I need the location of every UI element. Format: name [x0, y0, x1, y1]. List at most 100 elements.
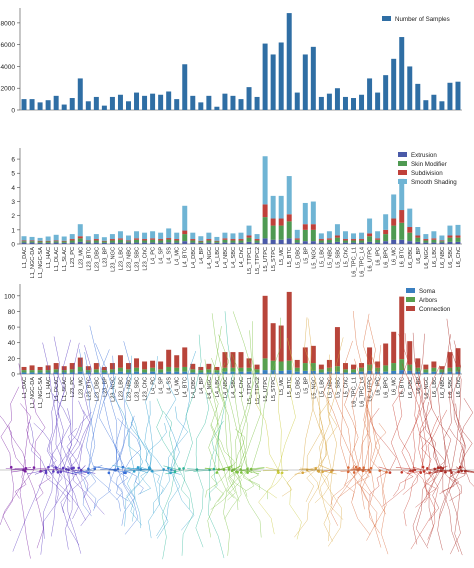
- bar-L6_MC-smooth-shading: [391, 194, 397, 219]
- bar-L4_MC-extrusion: [174, 242, 180, 244]
- soma-marker: [116, 467, 120, 471]
- bar-L6_NGC-arbors: [423, 369, 429, 373]
- axon: [361, 469, 371, 510]
- bar-L4_ChC-subdivision: [238, 239, 244, 241]
- bar-L23_BP-extrusion: [101, 242, 107, 244]
- bar-L6_TPC_L1-number-of-samples: [351, 98, 357, 110]
- axon: [55, 469, 71, 503]
- bar-L1_NGC-DA-subdivision: [29, 240, 35, 242]
- bar-L23_LBC-connection: [117, 355, 123, 368]
- dendrite: [318, 397, 338, 471]
- legend-label: Skin Modifier: [411, 161, 447, 168]
- bar-L6_IPC-skin-modifier: [375, 239, 381, 243]
- bar-L4_ChC-smooth-shading: [238, 232, 244, 240]
- soma-marker: [385, 470, 388, 474]
- soma-marker: [419, 471, 423, 474]
- dendrite: [127, 429, 144, 471]
- basal-branch: [216, 466, 231, 471]
- soma-marker: [301, 471, 305, 475]
- soma-marker: [195, 468, 199, 471]
- bar-L5_ChC-connection: [342, 363, 348, 370]
- dendrite: [398, 333, 424, 471]
- bar-L5_TTPC1-skin-modifier: [246, 237, 252, 242]
- bar-L5_BP-subdivision: [302, 224, 308, 230]
- bar-L1_DAC-subdivision: [21, 240, 27, 242]
- basal-branch: [352, 465, 355, 471]
- bar-L1_HAC-number-of-samples: [45, 100, 51, 110]
- dendrite: [417, 333, 442, 471]
- bar-L1_SLAC-connection: [61, 366, 67, 371]
- axon: [355, 469, 387, 515]
- bar-L23_NGC-arbors: [109, 369, 115, 373]
- axon: [318, 469, 342, 547]
- x-tick-label: L23_BTC: [86, 377, 92, 401]
- x-tick-label: L4_ChC: [239, 247, 245, 268]
- bar-L6_DBC-subdivision: [407, 227, 413, 233]
- dendrite: [145, 422, 167, 471]
- bar-L6_TPC_L4-smooth-shading: [359, 232, 365, 240]
- bar-L5_DBC-subdivision: [294, 238, 300, 240]
- x-tick-label: L5_NBC: [327, 247, 333, 268]
- bar-L23_ChC-arbors: [142, 369, 148, 373]
- bar-L4_DBC-skin-modifier: [190, 240, 196, 243]
- bar-L6_BTC-connection: [399, 296, 405, 360]
- bar-L5_LBC-soma: [318, 372, 324, 374]
- bar-L6_BPC-smooth-shading: [383, 214, 389, 230]
- bar-L4_LBC-skin-modifier: [214, 241, 220, 243]
- bar-L23_ChC-connection: [142, 361, 148, 370]
- bar-L23_SBC-soma: [134, 371, 140, 374]
- bar-L6_UTPC-subdivision: [367, 233, 373, 237]
- axon: [45, 469, 59, 504]
- bar-L23_MC-number-of-samples: [77, 78, 83, 110]
- bar-L4_DBC-subdivision: [190, 239, 196, 241]
- bar-L1_SLAC-arbors: [61, 370, 67, 373]
- bar-L5_MC-arbors: [278, 361, 284, 371]
- bar-L1_DAC-number-of-samples: [21, 99, 27, 110]
- bar-L5_TTPC2-extrusion: [254, 242, 260, 244]
- axon: [108, 469, 125, 509]
- bar-L6_LBC-number-of-samples: [431, 94, 437, 110]
- bar-L6_NGC-connection: [423, 364, 429, 370]
- bar-L5_NGC-extrusion: [310, 241, 316, 244]
- bar-L4_SS-soma: [166, 371, 172, 374]
- bar-L5_ChC-extrusion: [342, 242, 348, 244]
- basal-branch: [251, 467, 265, 471]
- soma-marker: [239, 471, 243, 474]
- axon: [277, 469, 302, 540]
- axon: [170, 469, 195, 531]
- bar-L5_BTC-skin-modifier: [286, 221, 292, 239]
- bar-L6_NGC-number-of-samples: [423, 100, 429, 110]
- dendrite: [195, 392, 210, 471]
- dendrite: [323, 372, 359, 471]
- bar-L23_PC-connection: [69, 363, 75, 370]
- axon: [127, 469, 142, 526]
- bar-L23_BP-smooth-shading: [101, 237, 107, 241]
- x-tick-label: L6_BP: [416, 247, 422, 264]
- bar-L5_SBC-smooth-shading: [334, 224, 340, 236]
- bar-L4_SS-extrusion: [166, 242, 172, 244]
- bar-L1_NGC-SA-soma: [37, 372, 43, 374]
- axon: [351, 469, 371, 535]
- bar-L6_TPC_L4-arbors: [359, 367, 365, 372]
- axon: [402, 469, 419, 495]
- bar-L6_MC-skin-modifier: [391, 225, 397, 240]
- axon: [57, 469, 79, 520]
- bar-L6_LBC-skin-modifier: [431, 239, 437, 243]
- legend-label: Soma: [419, 288, 436, 295]
- x-tick-label: L6_NGC: [424, 377, 430, 399]
- bar-L6_BPC-skin-modifier: [383, 234, 389, 242]
- bar-L4_NBC-soma: [222, 371, 228, 374]
- y-tick-label: 100: [4, 293, 15, 300]
- x-tick-label: L5_BP: [303, 377, 309, 394]
- bar-L23_NGC-subdivision: [109, 239, 115, 241]
- x-tick-label: L1_HAC: [46, 247, 52, 268]
- bar-L6_NBC-subdivision: [439, 240, 445, 242]
- axon: [133, 469, 142, 529]
- x-tick-label: L5_BP: [303, 247, 309, 264]
- bar-L23_BP-skin-modifier: [101, 241, 107, 243]
- bar-L23_NBC-extrusion: [125, 242, 131, 244]
- bar-L1_NGC-DA-skin-modifier: [29, 241, 35, 243]
- bar-L6_BPC-extrusion: [383, 241, 389, 244]
- soma-marker: [421, 465, 425, 469]
- soma-marker: [107, 471, 111, 475]
